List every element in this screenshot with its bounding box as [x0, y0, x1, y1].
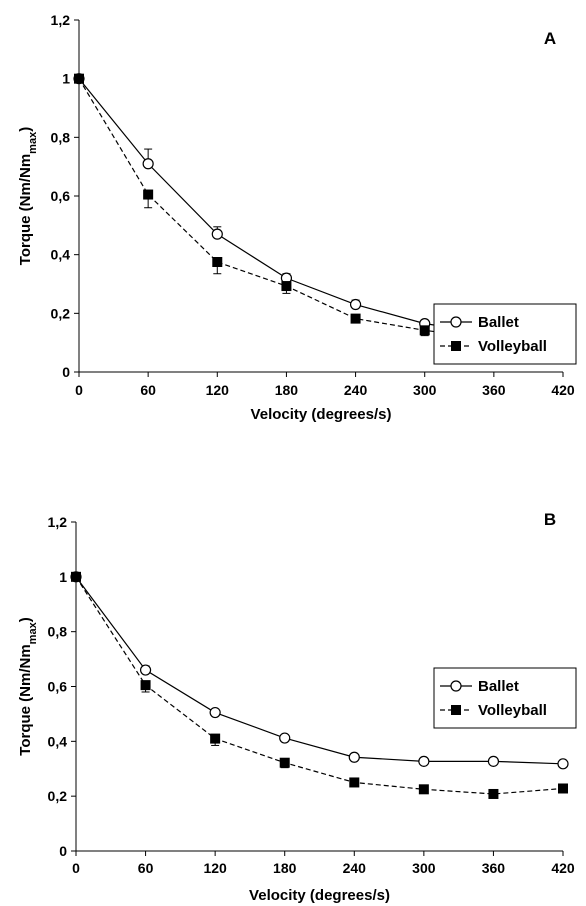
chart-b-y-tick-label: 1 [59, 569, 67, 585]
chart-a-x-tick-label: 240 [344, 382, 368, 398]
chart-b-point-volleyball [140, 680, 151, 691]
chart-a-legend-label-volleyball: Volleyball [478, 338, 547, 355]
chart-a-y-tick-label: 0,4 [51, 247, 71, 263]
chart-b-x-tick-label: 300 [412, 860, 436, 876]
chart-a-x-axis-title: Velocity (degrees/s) [251, 406, 392, 423]
chart-b-x-tick-label: 240 [343, 860, 367, 876]
chart-b-point-volleyball [349, 777, 360, 788]
chart-a-x-tick-label: 300 [413, 382, 437, 398]
chart-b-legend: Ballet Volleyball [433, 667, 577, 729]
chart-b-y-tick-label: 0,8 [48, 624, 68, 640]
chart-a-point-volleyball [74, 73, 84, 84]
chart-b-point-ballet [487, 755, 500, 767]
chart-a-legend-marker-ballet [450, 316, 462, 328]
chart-a-point-ballet [142, 158, 154, 170]
chart-panel-a: 0 0,2 0,4 0,6 0,8 1 1,2 0 60 120 180 240 300 360 420 Ve… [17, 12, 577, 423]
chart-b-point-ballet [557, 758, 569, 770]
chart-b-point-ballet [279, 732, 291, 744]
chart-b-x-tick-label: 180 [273, 860, 297, 876]
chart-a-y-tick-label: 1,2 [51, 12, 71, 28]
chart-a-panel-label: A [544, 29, 556, 48]
chart-a-x-tick-label: 420 [551, 382, 575, 398]
chart-b-point-volleyball [488, 788, 499, 799]
chart-b-point-volleyball [279, 757, 290, 768]
chart-b-point-volleyball [558, 783, 568, 794]
chart-a-y-tick-label: 0,8 [51, 129, 71, 145]
chart-b-legend-label-ballet: Ballet [478, 678, 519, 695]
chart-b-point-volleyball [418, 784, 429, 795]
chart-a-y-axis-title: Torque (Nm/Nmmax) [17, 127, 39, 265]
chart-b-point-ballet [209, 706, 221, 719]
chart-b-x-tick-label: 420 [551, 860, 575, 876]
chart-b-x-axis-title: Velocity (degrees/s) [249, 887, 390, 904]
chart-b-point-ballet [418, 755, 430, 767]
chart-b-panel-label: B [544, 510, 556, 529]
chart-a-point-ballet [349, 298, 362, 311]
chart-a-y-tick-label: 0,2 [51, 305, 71, 321]
chart-a-x-tick-label: 60 [140, 382, 156, 398]
chart-a-point-volleyball [350, 313, 361, 324]
chart-panel-b: 0 0,2 0,4 0,6 0,8 1 1,2 0 60 120 180 240 300 360 420 Ve… [0, 453, 586, 906]
chart-b-series-line-volleyball [75, 576, 564, 795]
chart-a-legend-box [433, 303, 577, 365]
chart-b-y-tick-label: 0 [59, 843, 67, 859]
chart-b-x-tick-label: 60 [138, 860, 154, 876]
chart-b-legend-marker-ballet [450, 680, 462, 692]
chart-a-y-tick-label: 0,6 [51, 188, 71, 204]
chart-a-x-tick-label: 0 [75, 382, 83, 398]
chart-a-svg: 0 0,2 0,4 0,6 0,8 1 1,2 0 60 120 180 240 300 360 420 Ve… [17, 12, 577, 423]
chart-a-legend-label-ballet: Ballet [478, 314, 519, 331]
chart-a-point-ballet [211, 228, 223, 240]
chart-a-point-volleyball [212, 257, 223, 267]
chart-a-point-volleyball [281, 281, 292, 292]
chart-a-x-tick-label: 180 [275, 382, 299, 398]
chart-b-series-line-ballet [75, 576, 564, 765]
chart-a-legend: Ballet Volleyball [433, 303, 577, 365]
chart-b-x-tick-label: 0 [72, 860, 80, 876]
chart-b-y-axis-title: Torque (Nm/Nmmax) [17, 617, 39, 755]
chart-b-legend-label-volleyball: Volleyball [478, 702, 547, 719]
chart-b-legend-marker-volleyball [451, 705, 461, 715]
chart-b-y-tick-label: 0,4 [48, 733, 68, 749]
chart-b-point-volleyball [71, 571, 81, 582]
chart-a-point-volleyball [143, 189, 154, 200]
chart-a-legend-marker-volleyball [451, 341, 461, 351]
chart-b-x-tick-label: 360 [482, 860, 506, 876]
chart-b-svg: 0 0,2 0,4 0,6 0,8 1 1,2 0 60 120 180 240 300 360 420 Ve… [17, 510, 577, 904]
chart-b-y-tick-label: 1,2 [48, 514, 68, 530]
chart-b-y-tick-label: 0,2 [48, 788, 68, 804]
chart-b-legend-box [433, 667, 577, 729]
chart-b-point-ballet [139, 664, 152, 676]
chart-b-y-tick-label: 0,6 [48, 679, 68, 695]
chart-a-y-tick-label: 0 [62, 364, 70, 380]
chart-a-x-tick-label: 360 [482, 382, 506, 398]
chart-a-y-tick-label: 1 [62, 71, 70, 87]
chart-b-x-tick-label: 120 [203, 860, 227, 876]
chart-a-point-volleyball [419, 325, 430, 336]
chart-b-point-volleyball [210, 733, 221, 744]
chart-a-x-tick-label: 120 [206, 382, 230, 398]
chart-a-series-line-ballet [78, 78, 564, 339]
chart-a-series-line-volleyball [78, 78, 564, 343]
chart-b-point-ballet [348, 751, 360, 763]
